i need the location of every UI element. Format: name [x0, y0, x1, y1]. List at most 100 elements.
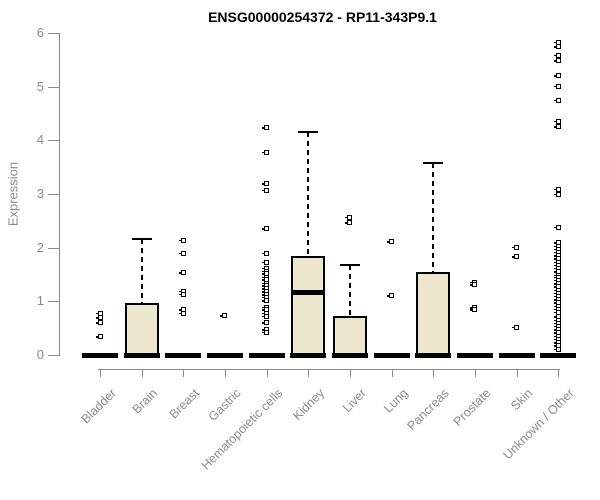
- x-category-label: Skin: [508, 386, 536, 414]
- outlier-point: [262, 250, 270, 256]
- outlier-point: [512, 244, 519, 250]
- y-axis-line: [59, 33, 60, 356]
- outlier-point: [262, 149, 270, 155]
- x-axis-tick: [100, 369, 101, 377]
- y-tick-label: 5: [36, 78, 44, 94]
- outlier-point: [553, 58, 561, 64]
- x-category-label: Breast: [166, 386, 203, 422]
- outlier-point: [262, 187, 270, 193]
- zero-bar: [456, 352, 493, 358]
- outlier-point: [553, 39, 561, 45]
- x-axis-tick: [474, 369, 476, 377]
- outlier-point: [95, 310, 103, 316]
- zero-bar: [206, 352, 243, 358]
- outlier-point: [470, 282, 478, 288]
- y-tick-label: 1: [36, 293, 44, 309]
- outlier-point: [387, 239, 395, 245]
- outlier-point: [262, 320, 270, 326]
- y-tick-label: 0: [36, 347, 44, 362]
- outlier-point: [553, 97, 561, 103]
- chart-title: ENSG00000254372 - RP11-343P9.1: [208, 9, 437, 25]
- whisker-cap: [131, 237, 152, 240]
- outlier-point: [553, 186, 561, 192]
- x-category-label: Gastric: [205, 386, 244, 424]
- y-axis-tick: [48, 355, 59, 356]
- x-category-label: Lung: [380, 386, 411, 416]
- x-category-label: Brain: [130, 386, 161, 417]
- x-category-label: Kidney: [290, 386, 328, 423]
- outlier-point: [345, 220, 353, 226]
- outlier-point: [553, 53, 561, 59]
- outlier-point: [178, 291, 186, 297]
- outlier-point: [387, 293, 395, 299]
- x-axis-tick: [516, 369, 518, 377]
- outlier-point: [553, 44, 561, 50]
- outlier-point: [553, 224, 561, 230]
- outlier-point: [512, 324, 519, 330]
- whisker-cap: [423, 162, 444, 165]
- outlier-point: [553, 118, 561, 124]
- outlier-point: [262, 298, 270, 304]
- outlier-point: [95, 315, 103, 321]
- x-axis-tick: [224, 369, 226, 377]
- x-category-label: Bladder: [78, 386, 119, 427]
- zero-bar: [373, 352, 410, 358]
- outlier-point: [262, 181, 270, 187]
- zero-bar: [415, 352, 452, 358]
- x-axis-tick: [183, 369, 185, 377]
- outlier-point: [262, 313, 270, 319]
- y-axis-label: Expression: [5, 161, 21, 227]
- zero-bar: [498, 352, 535, 358]
- whisker-line: [140, 238, 143, 303]
- y-tick-label: 6: [36, 25, 44, 40]
- outlier-point: [220, 313, 228, 319]
- zero-bar: [165, 352, 202, 358]
- y-axis-tick: [48, 194, 59, 195]
- y-tick-label: 2: [36, 239, 44, 255]
- x-category-label: Hematopoietic cells: [198, 386, 286, 473]
- boxplot-box: [416, 271, 451, 355]
- whisker-line: [348, 265, 351, 317]
- x-axis-tick: [391, 369, 393, 377]
- outlier-point: [178, 310, 186, 316]
- outlier-point: [178, 270, 186, 276]
- median-line: [291, 290, 326, 296]
- outlier-point: [95, 334, 103, 340]
- boxplot-box: [124, 302, 159, 355]
- outlier-point: [95, 320, 103, 326]
- whisker-line: [307, 131, 310, 257]
- x-category-label: Liver: [339, 386, 369, 416]
- whisker-cap: [339, 264, 360, 267]
- boxplot-box: [332, 316, 367, 355]
- x-axis-tick: [308, 369, 310, 377]
- x-category-label: Pancreas: [404, 386, 453, 434]
- outlier-point: [553, 73, 561, 79]
- outlier-point: [512, 254, 519, 260]
- x-axis-tick: [558, 369, 560, 377]
- x-category-label: Prostate: [450, 386, 494, 429]
- outlier-point: [262, 259, 270, 265]
- y-axis-tick: [48, 140, 59, 142]
- x-axis-tick: [141, 369, 143, 377]
- outlier-point: [262, 329, 270, 335]
- boxplot-box: [291, 256, 326, 355]
- outlier-point: [553, 83, 561, 89]
- whisker-line: [432, 163, 435, 272]
- x-axis-tick: [349, 369, 351, 377]
- y-axis-tick: [48, 247, 59, 249]
- outlier-point: [178, 250, 186, 256]
- outlier-point: [470, 307, 478, 313]
- outlier-point: [553, 346, 561, 352]
- x-axis-tick: [433, 369, 435, 377]
- zero-bar: [331, 352, 368, 358]
- y-tick-label: 3: [36, 186, 44, 201]
- outlier-point: [345, 214, 353, 220]
- outlier-point: [553, 191, 561, 197]
- zero-bar: [123, 352, 160, 358]
- whisker-cap: [298, 130, 319, 133]
- outlier-point: [553, 124, 561, 130]
- outlier-point: [178, 237, 186, 243]
- y-axis-tick: [48, 86, 59, 88]
- outlier-point: [262, 125, 270, 131]
